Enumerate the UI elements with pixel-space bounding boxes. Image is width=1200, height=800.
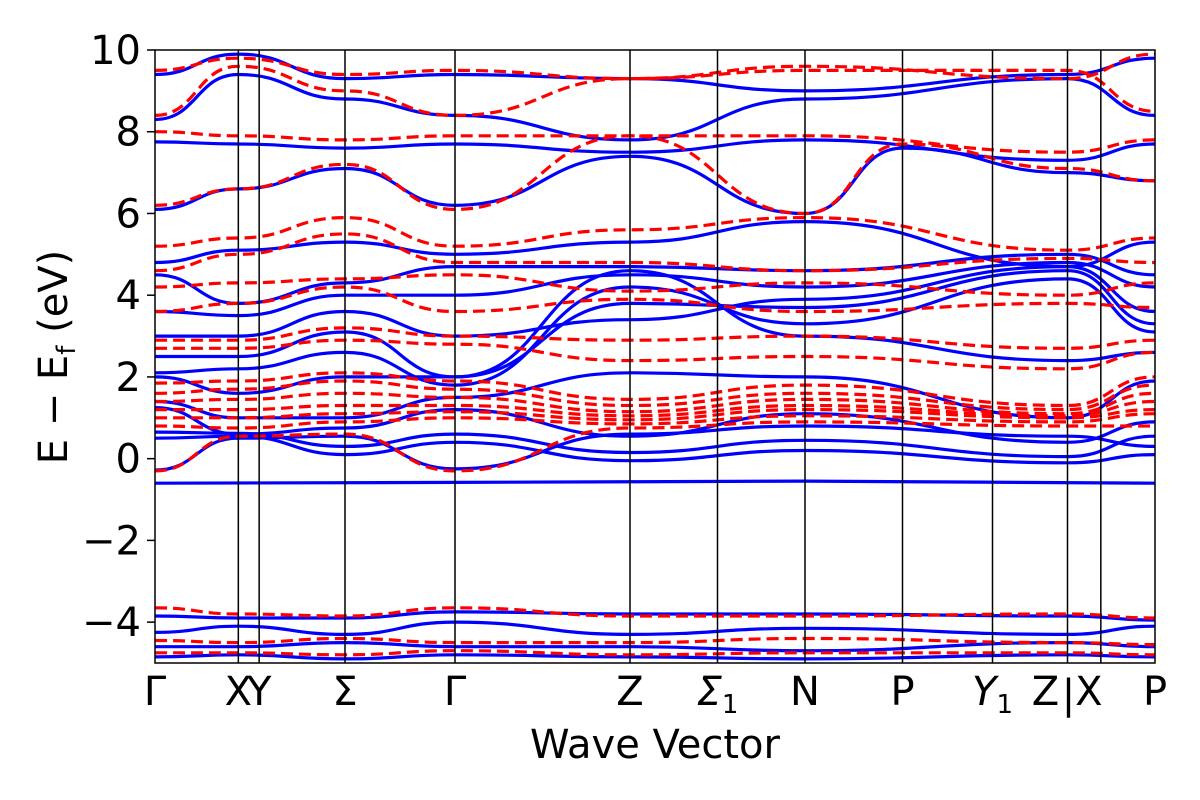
x-tick-label: Σ <box>332 669 357 715</box>
x-tick-label: Γ <box>144 669 167 715</box>
dashed-band-line <box>155 52 1155 81</box>
dashed-band-line <box>155 420 1155 473</box>
y-tick-label: 8 <box>116 110 141 156</box>
x-tick-label: Z <box>1032 669 1059 715</box>
dashed-band-line <box>155 371 1155 408</box>
dashed-band-line <box>155 232 1155 273</box>
dashed-band-line <box>155 636 1155 647</box>
x-tick-label: P <box>890 669 914 715</box>
solid-band-line <box>155 479 1155 485</box>
x-tick-label: Y <box>246 669 272 715</box>
solid-band-line <box>155 406 1155 444</box>
plot-frame <box>154 49 1156 664</box>
y-tick-label: 6 <box>116 191 141 237</box>
x-tick-label: P <box>1143 669 1167 715</box>
dashed-band-line <box>155 273 1155 297</box>
solid-band-line <box>155 434 1155 465</box>
dashed-band-line <box>155 399 1155 418</box>
dashed-band-line <box>155 130 1155 154</box>
x-tick-label: X <box>225 669 252 715</box>
y-tick-label: −2 <box>82 518 141 564</box>
solid-band-line <box>155 260 1155 318</box>
bands-layer <box>155 52 1155 661</box>
x-tick-label: Σ1 <box>697 669 739 720</box>
x-tick-label: Y1 <box>972 669 1013 720</box>
solid-band-line <box>155 430 1155 459</box>
solid-band-line <box>155 620 1155 637</box>
x-tick-label: N <box>790 669 820 715</box>
y-axis-label-unit: (eV) <box>31 250 77 346</box>
x-tick-label: X <box>1075 669 1102 715</box>
y-tick-label: 0 <box>116 437 141 483</box>
solid-band-line <box>155 640 1155 653</box>
solid-band-line <box>155 264 1155 338</box>
kpoint-lines <box>237 50 1102 663</box>
x-ticks: Γ XY Σ Γ Z Σ1 N P Y1 Z X P| <box>144 669 1167 720</box>
dashed-band-line <box>155 412 1155 430</box>
y-tick-label: 10 <box>90 28 141 74</box>
x-tick-label: Z <box>616 669 643 715</box>
y-ticks: −4 −2 0 2 4 6 8 10 <box>82 28 155 646</box>
y-axis-label: E − Ef (eV) <box>31 250 82 465</box>
dashed-band-line <box>155 407 1155 422</box>
dashed-band-line <box>155 379 1155 412</box>
dashed-band-line <box>155 326 1155 350</box>
y-tick-label: 2 <box>116 355 141 401</box>
solid-band-line <box>155 277 1155 387</box>
y-axis-label-main: E − E <box>31 355 77 465</box>
y-tick-label: 4 <box>116 273 141 319</box>
dashed-band-line <box>155 64 1155 118</box>
dashed-band-line <box>155 338 1155 371</box>
y-tick-label: −4 <box>82 600 141 646</box>
dashed-band-line <box>155 606 1155 620</box>
solid-band-line <box>155 269 1155 379</box>
x-axis-label: Wave Vector <box>530 722 781 768</box>
dashed-band-line <box>155 649 1155 657</box>
solid-band-line <box>155 138 1155 162</box>
dashed-band-line <box>155 391 1155 416</box>
y-axis-label-sub: f <box>52 345 82 355</box>
path-break-label: | <box>1062 672 1075 718</box>
solid-band-line <box>155 653 1155 661</box>
solid-band-line <box>155 72 1155 142</box>
x-tick-label: Γ <box>444 669 467 715</box>
